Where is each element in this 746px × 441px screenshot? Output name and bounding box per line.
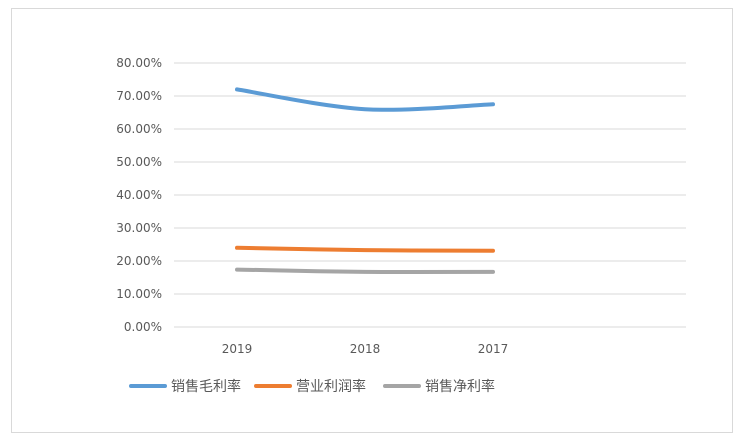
legend-label-2: 营业利润率 [296,378,366,395]
x-tick-label: 2017 [478,342,509,356]
y-tick-label: 10.00% [116,287,162,301]
series-line-1 [235,87,495,112]
y-tick-label: 60.00% [116,122,162,136]
x-axis-tick-labels: 2019 2018 2017 [222,342,509,356]
gridlines [174,62,686,328]
x-tick-label: 2019 [222,342,253,356]
series-line-2 [235,245,495,253]
legend: 销售毛利率 营业利润率 销售净利率 [129,378,495,395]
y-tick-label: 80.00% [116,56,162,70]
x-tick-label: 2018 [350,342,381,356]
y-tick-label: 0.00% [124,320,162,334]
y-tick-label: 50.00% [116,155,162,169]
chart-frame [11,8,733,433]
y-tick-label: 70.00% [116,89,162,103]
legend-label-1: 销售毛利率 [171,378,241,395]
series-lines [235,87,495,275]
y-tick-label: 20.00% [116,254,162,268]
y-tick-label: 40.00% [116,188,162,202]
y-tick-label: 30.00% [116,221,162,235]
y-axis-tick-labels: 0.00% 10.00% 20.00% 30.00% 40.00% 50.00% 60.00… [116,56,162,334]
legend-label-3: 销售净利率 [425,378,495,395]
series-line-3 [235,267,495,275]
